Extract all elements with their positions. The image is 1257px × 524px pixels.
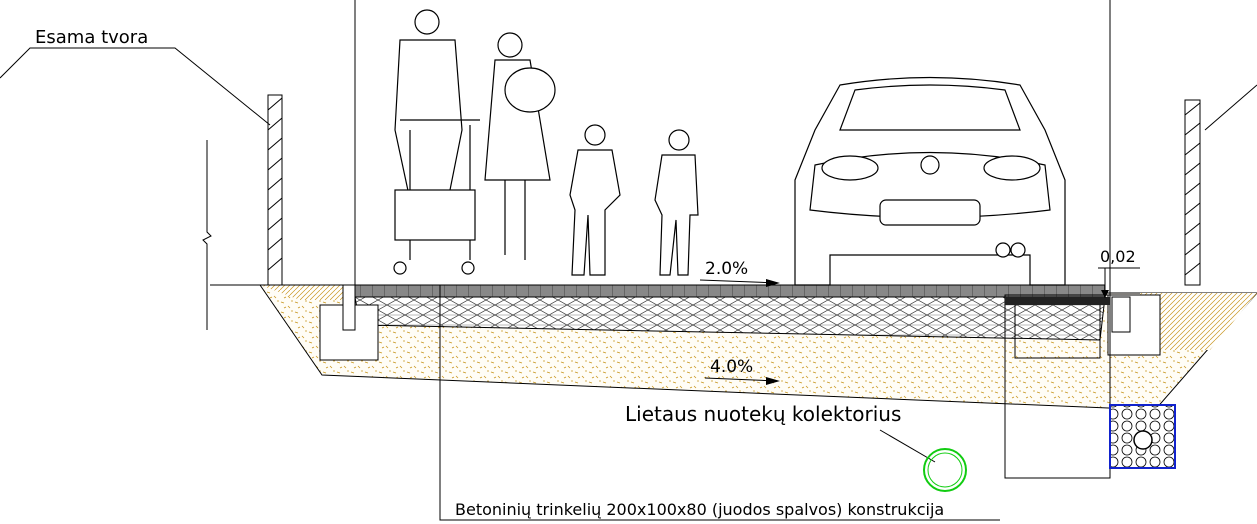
slope-label: 2.0% [705,259,748,279]
collector-pipe [1134,431,1152,449]
curb-stone [343,285,355,330]
slope-label: 4.0% [710,357,753,377]
pipe-inner [928,453,962,487]
leader-line [0,48,270,125]
paving-blocks [355,285,1105,297]
pipe [924,449,966,491]
people [394,10,698,275]
car [795,78,1065,286]
fence-label: Esama tvora [35,27,148,48]
cross-section-drawing: Esama tvora 2.0% 0,02 4.0% Lietaus nuote… [0,0,1257,524]
fence-post [1185,100,1200,285]
collector-label: Lietaus nuotekų kolektorius [625,402,901,426]
drain-grate [1005,297,1110,305]
leader-line [1205,85,1257,130]
construction-label: Betoninių trinkelių 200x100x80 (juodos s… [455,500,944,519]
break-line [203,140,211,330]
dimension-label: 0,02 [1100,247,1136,266]
curb-stone [1112,297,1130,332]
leader-line [880,430,935,462]
